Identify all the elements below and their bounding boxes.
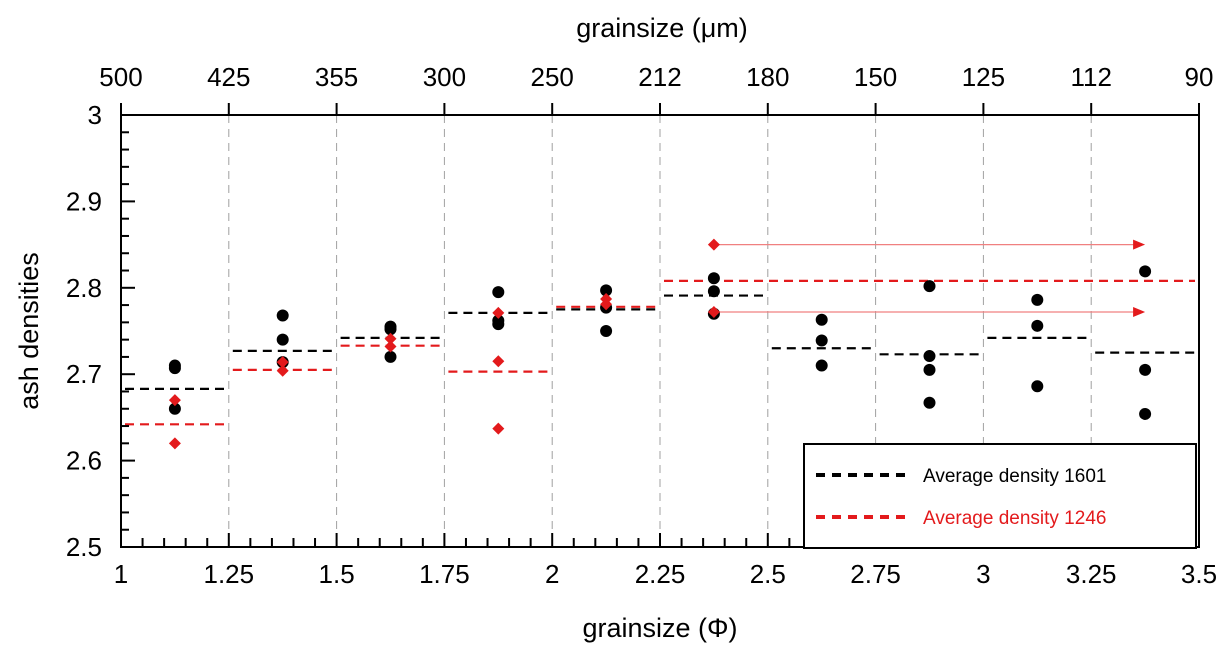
top-tick-label: 300 <box>423 62 466 92</box>
top-tick-label: 500 <box>99 62 142 92</box>
point-1246 <box>276 356 289 369</box>
point-1601 <box>1031 380 1044 393</box>
point-1601 <box>1031 319 1044 332</box>
point-1246 <box>492 355 505 368</box>
point-1246 <box>168 394 181 407</box>
y-tick-label: 3 <box>88 100 102 130</box>
x-tick-label: 1.5 <box>319 559 355 589</box>
arrow-layer <box>713 239 1146 317</box>
point-1601 <box>923 363 936 376</box>
top-axis-label: grainsize (μm) <box>576 13 748 43</box>
tick-label-layer: 1 1.25 1.5 1.75 2 2.25 2.5 2.75 3 3.25 3.5 2.5 2.6 2.… <box>66 62 1217 589</box>
arrow-head <box>1133 239 1146 250</box>
x-tick-label: 3.5 <box>1181 559 1217 589</box>
y-tick-label: 2.7 <box>66 359 102 389</box>
top-tick-label: 150 <box>854 62 897 92</box>
point-1601 <box>923 396 936 409</box>
point-1601 <box>707 285 720 298</box>
top-tick-label: 180 <box>746 62 789 92</box>
x-tick-label: 3 <box>976 559 990 589</box>
point-1601 <box>1139 363 1152 376</box>
point-1246 <box>492 422 505 435</box>
point-1246 <box>384 340 397 353</box>
grid-layer <box>228 115 1092 547</box>
point-1601 <box>815 359 828 372</box>
point-1601 <box>276 309 289 322</box>
point-1246 <box>600 298 613 311</box>
point-1246 <box>168 437 181 450</box>
point-1601 <box>1031 293 1044 306</box>
point-1601 <box>600 284 613 297</box>
legend-label-1246: Average density 1246 <box>923 508 1106 529</box>
x-tick-label: 1.75 <box>419 559 470 589</box>
point-1601 <box>1139 407 1152 420</box>
y-axis-label: ash densities <box>14 252 44 410</box>
legend-box <box>803 443 1197 549</box>
point-1601 <box>600 325 613 337</box>
point-1601 <box>492 318 505 331</box>
x-tick-label: 2.25 <box>635 559 686 589</box>
legend-label-1601: Average density 1601 <box>923 466 1106 487</box>
point-1601 <box>815 334 828 347</box>
data-points-layer <box>168 238 1152 450</box>
point-1601 <box>168 362 181 375</box>
top-tick-label: 112 <box>1070 62 1111 92</box>
x-tick-label: 2.5 <box>750 559 786 589</box>
y-tick-label: 2.9 <box>66 186 102 216</box>
x-tick-label: 2 <box>545 559 559 589</box>
point-1246 <box>707 238 720 251</box>
point-1601 <box>923 280 936 293</box>
top-tick-label: 212 <box>638 62 681 92</box>
point-1246 <box>276 364 289 377</box>
top-tick-label: 125 <box>962 62 1005 92</box>
top-tick-label: 425 <box>207 62 250 92</box>
x-tick-label: 1 <box>114 559 128 589</box>
point-1601 <box>923 350 936 363</box>
x-axis-label: grainsize (Φ) <box>582 613 737 643</box>
point-1601 <box>1139 265 1152 278</box>
x-tick-label: 3.25 <box>1066 559 1117 589</box>
point-1246 <box>384 332 397 345</box>
point-1601 <box>707 272 720 285</box>
y-tick-label: 2.5 <box>66 532 102 562</box>
legend: Average density 1601 Average density 124… <box>803 443 1197 549</box>
point-1246 <box>492 306 505 319</box>
point-1601 <box>384 350 397 363</box>
top-tick-label: 355 <box>315 62 358 92</box>
y-tick-label: 2.6 <box>66 446 102 476</box>
top-tick-label: 90 <box>1185 62 1214 92</box>
x-tick-label: 1.25 <box>203 559 254 589</box>
point-1601 <box>276 333 289 346</box>
arrow-head <box>1133 306 1146 317</box>
point-1601 <box>492 286 505 299</box>
top-tick-label: 250 <box>531 62 574 92</box>
point-1246 <box>707 305 720 318</box>
point-1601 <box>384 323 397 336</box>
point-1601 <box>815 313 828 326</box>
point-1601 <box>168 402 181 415</box>
x-tick-label: 2.75 <box>850 559 901 589</box>
y-tick-label: 2.8 <box>66 273 102 303</box>
